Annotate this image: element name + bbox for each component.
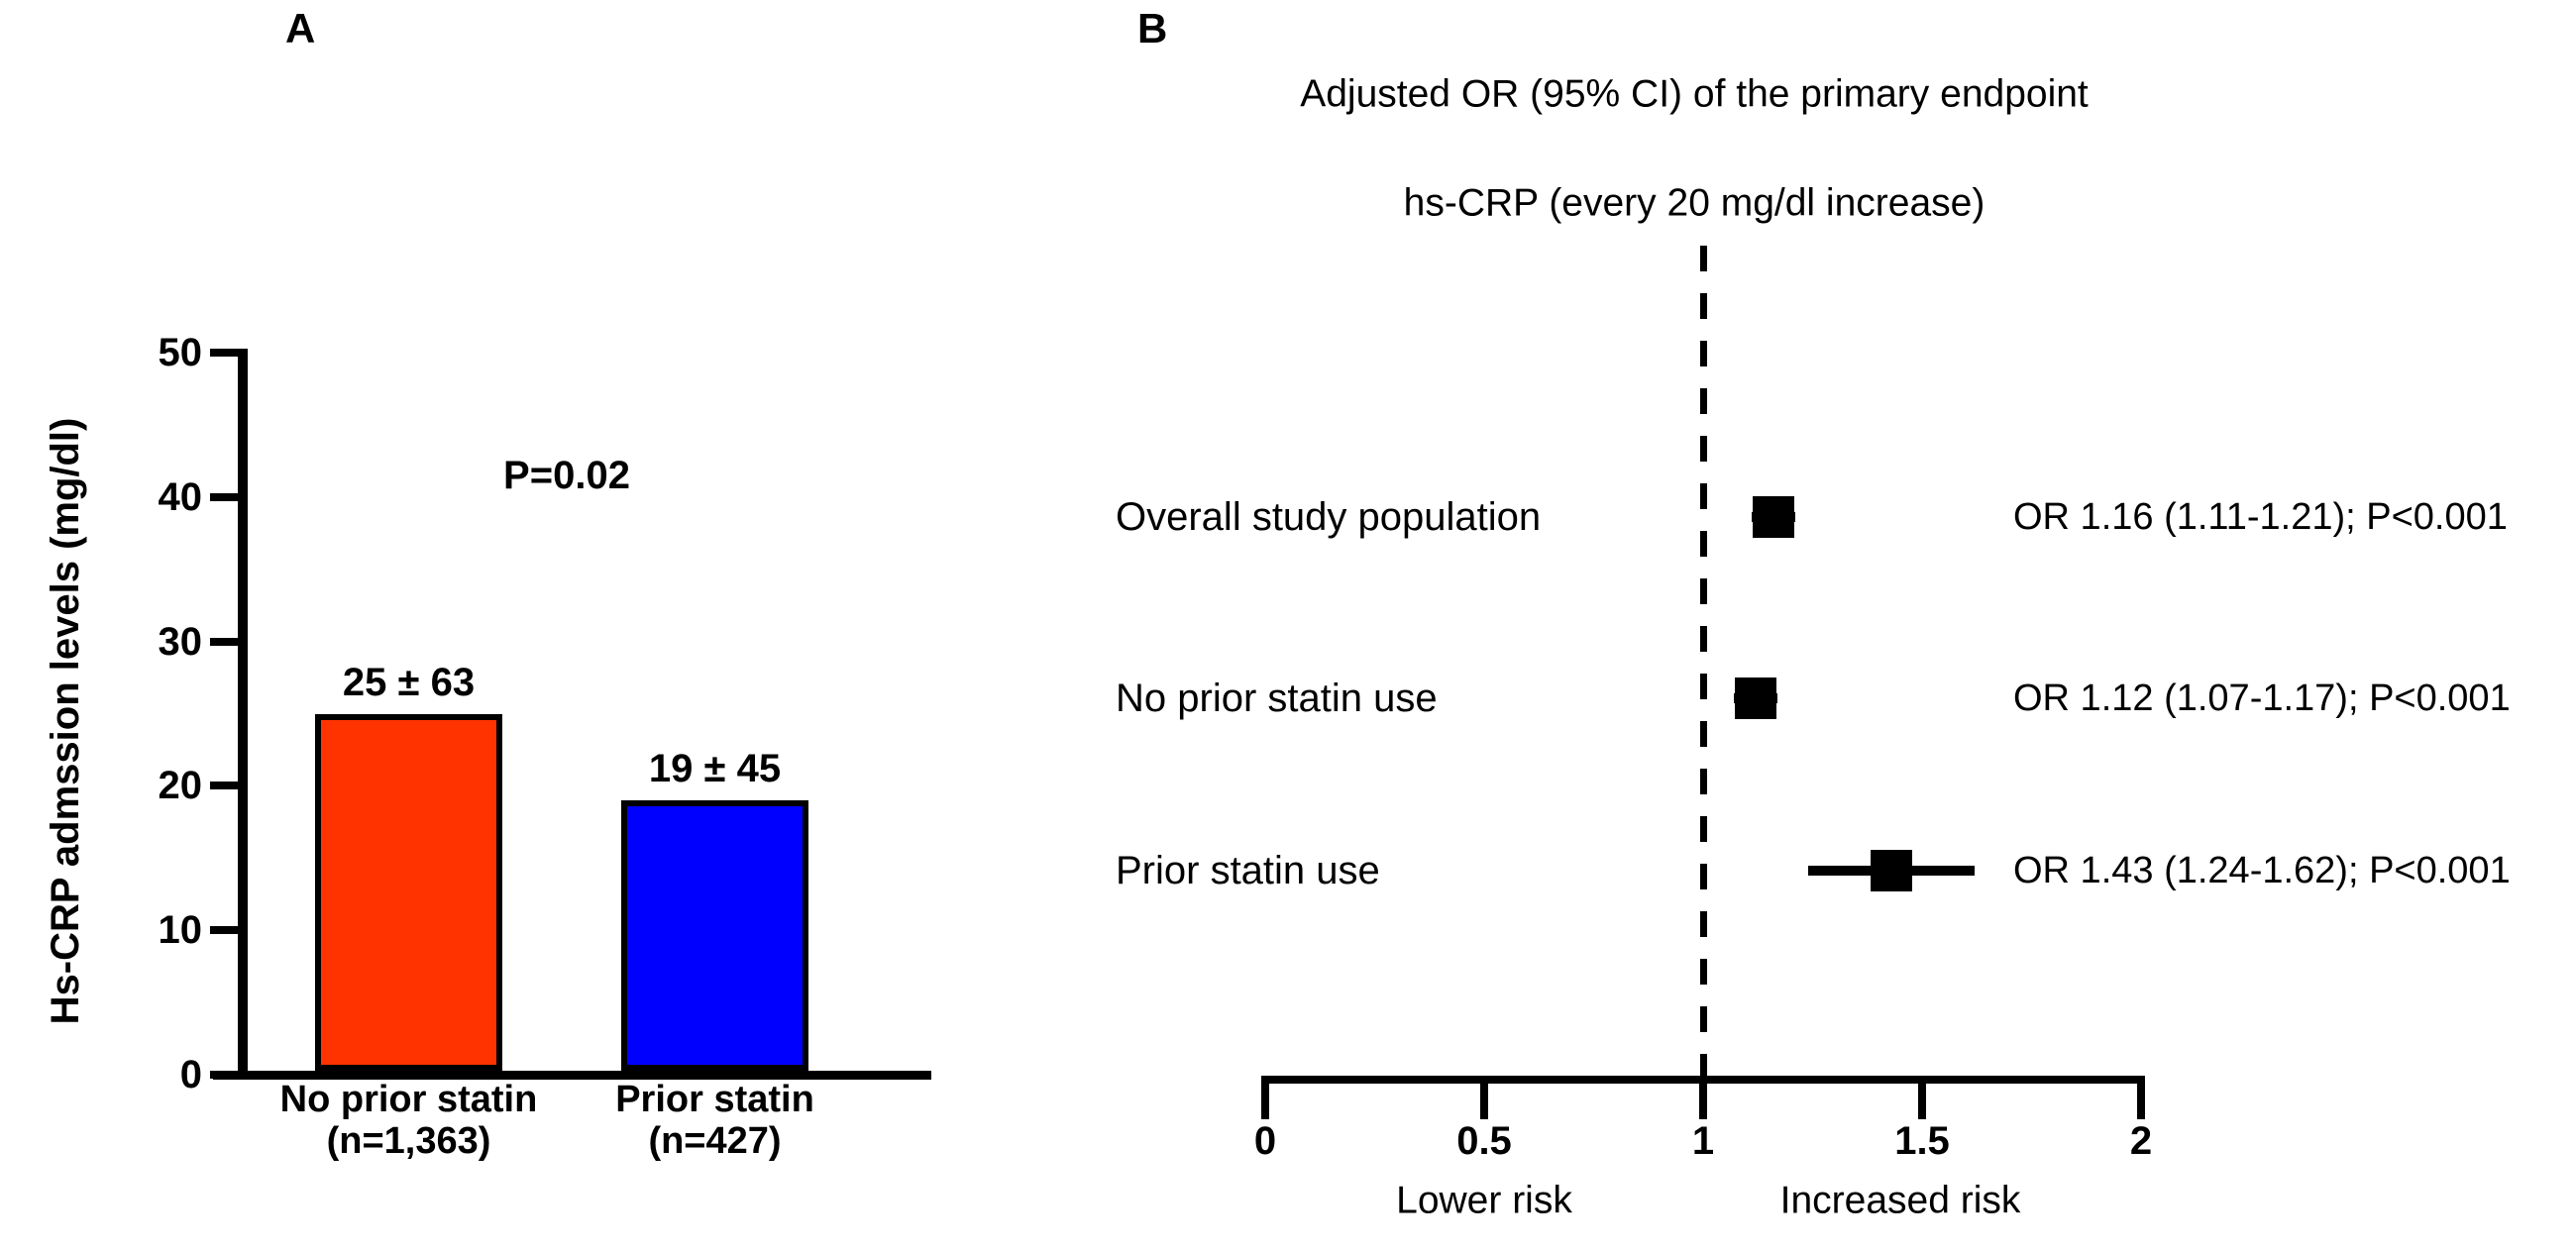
bar-value-label: 19 ± 45: [648, 747, 782, 790]
bar-category-sublabel: (n=1,363): [326, 1120, 491, 1162]
x-tick: [1480, 1076, 1488, 1119]
forest-subtitle: hs-CRP (every 20 mg/dl increase): [1403, 181, 1986, 225]
reference-dashed-line: [1700, 246, 1707, 1076]
y-tick-label: 40: [158, 475, 203, 519]
y-tick: [210, 349, 238, 357]
panel-b-label: B: [1137, 5, 1168, 52]
forest-title: Adjusted OR (95% CI) of the primary endp…: [1300, 72, 2089, 116]
lower-risk-label: Lower risk: [1396, 1179, 1572, 1222]
y-tick-label: 50: [158, 331, 203, 374]
bar: [621, 800, 808, 1071]
y-tick-label: 30: [158, 620, 203, 664]
or-ci-annotation: OR 1.16 (1.11-1.21); P<0.001: [2013, 496, 2508, 538]
y-tick: [210, 926, 238, 934]
y-tick-label: 10: [158, 908, 203, 952]
y-tick: [210, 493, 238, 501]
bar-category-sublabel: (n=427): [648, 1120, 782, 1162]
y-tick: [210, 638, 238, 646]
or-square-marker: [1735, 678, 1776, 719]
bar-category-label: Prior statin: [615, 1079, 814, 1120]
y-axis-line: [238, 349, 248, 1080]
x-tick: [1699, 1076, 1707, 1119]
x-tick-label: 0: [1253, 1119, 1277, 1163]
x-tick-label: 0.5: [1456, 1119, 1512, 1163]
x-tick: [1918, 1076, 1926, 1119]
or-square-marker: [1753, 496, 1794, 538]
increased-risk-label: Increased risk: [1779, 1179, 2021, 1222]
forest-row-label: Overall study population: [1116, 495, 1542, 539]
y-tick-label: 0: [179, 1053, 202, 1096]
x-tick: [1261, 1076, 1269, 1119]
y-tick: [210, 1071, 238, 1079]
x-tick-label: 2: [2129, 1119, 2153, 1163]
bar: [315, 714, 502, 1071]
bar-category-label: No prior statin: [279, 1079, 538, 1120]
x-tick-label: 1.5: [1894, 1119, 1950, 1163]
x-tick-label: 1: [1691, 1119, 1715, 1163]
x-tick: [2137, 1076, 2145, 1119]
or-square-marker: [1871, 850, 1912, 891]
or-ci-annotation: OR 1.43 (1.24-1.62); P<0.001: [2013, 850, 2511, 891]
y-tick: [210, 782, 238, 789]
forest-row-label: Prior statin use: [1116, 849, 1380, 892]
or-ci-annotation: OR 1.12 (1.07-1.17); P<0.001: [2013, 678, 2511, 719]
panel-a-label: A: [285, 5, 316, 52]
forest-row-label: No prior statin use: [1116, 677, 1438, 720]
p-value-annotation: P=0.02: [503, 454, 630, 497]
x-axis-baseline: [213, 1071, 931, 1080]
bar-value-label: 25 ± 63: [342, 661, 476, 704]
y-tick-label: 20: [158, 764, 203, 807]
